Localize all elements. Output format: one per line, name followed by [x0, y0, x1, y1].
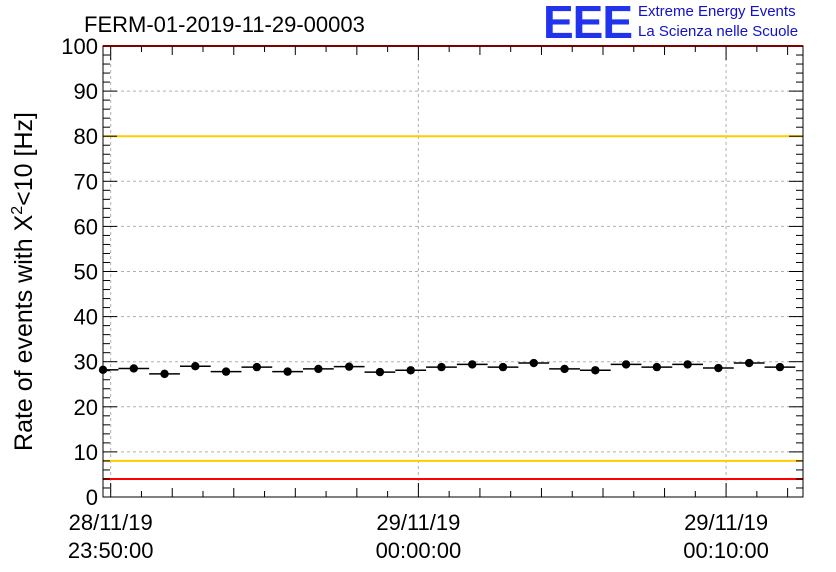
- y-label-main: Rate of events with X: [10, 214, 38, 451]
- axis-ticks: [103, 45, 803, 498]
- data-points: [98, 358, 796, 379]
- data-point: [191, 362, 200, 371]
- data-point: [591, 366, 600, 375]
- data-point: [529, 358, 538, 368]
- data-point: [344, 362, 354, 371]
- x-tick-date-label: 29/11/19: [684, 510, 768, 535]
- eee-logo: EEE: [543, 0, 633, 48]
- data-point: [652, 362, 662, 372]
- y-tick-label: 20: [74, 395, 98, 420]
- y-tick-label: 90: [74, 79, 98, 104]
- y-label-tail: <10 [Hz]: [10, 112, 38, 206]
- y-tick-label: 0: [86, 485, 98, 510]
- x-tick-date-label: 29/11/19: [376, 510, 460, 535]
- data-point: [283, 367, 292, 376]
- y-tick-label: 30: [74, 350, 98, 375]
- data-point: [406, 366, 415, 375]
- chart-title: FERM-01-2019-11-29-00003: [84, 12, 365, 37]
- data-point: [221, 367, 231, 376]
- y-label-superscript: 2: [9, 206, 26, 215]
- reference-lines: [103, 45, 803, 480]
- data-point: [98, 365, 108, 375]
- y-tick-label: 60: [74, 214, 98, 239]
- data-point: [468, 360, 477, 369]
- data-point: [621, 360, 631, 369]
- data-point: [775, 362, 785, 372]
- data-point: [160, 369, 169, 379]
- y-tick-label: 40: [74, 305, 98, 330]
- y-tick-label: 80: [74, 124, 98, 149]
- x-tick-date-label: 28/11/19: [69, 510, 153, 535]
- x-tick-time-label: 00:00:00: [376, 538, 462, 563]
- y-tick-label: 50: [74, 260, 98, 285]
- data-point: [498, 362, 508, 372]
- data-point: [683, 360, 692, 369]
- y-tick-label: 70: [74, 169, 98, 194]
- logo-text-line1: Extreme Energy Events: [638, 3, 796, 20]
- x-tick-time-label: 23:50:00: [68, 538, 154, 563]
- data-point: [744, 358, 754, 368]
- y-axis-label: Rate of events with X2<10 [Hz]: [9, 112, 38, 451]
- logo-text-line2: La Scienza nelle Scuole: [638, 23, 799, 40]
- data-point: [560, 364, 569, 374]
- data-point: [314, 364, 323, 374]
- data-point: [375, 367, 385, 377]
- data-point: [252, 362, 262, 372]
- y-tick-label: 10: [74, 440, 98, 465]
- y-tick-label: 100: [61, 34, 98, 59]
- x-tick-time-label: 00:10:00: [683, 538, 769, 563]
- data-point: [129, 364, 138, 373]
- grid-layer: [103, 46, 803, 497]
- axis-labels: 0 10 20 30 40 50 60 70 80 90 100 28/11/19 23:50:00 29…: [61, 34, 769, 563]
- data-point: [437, 362, 446, 372]
- data-point: [714, 363, 723, 373]
